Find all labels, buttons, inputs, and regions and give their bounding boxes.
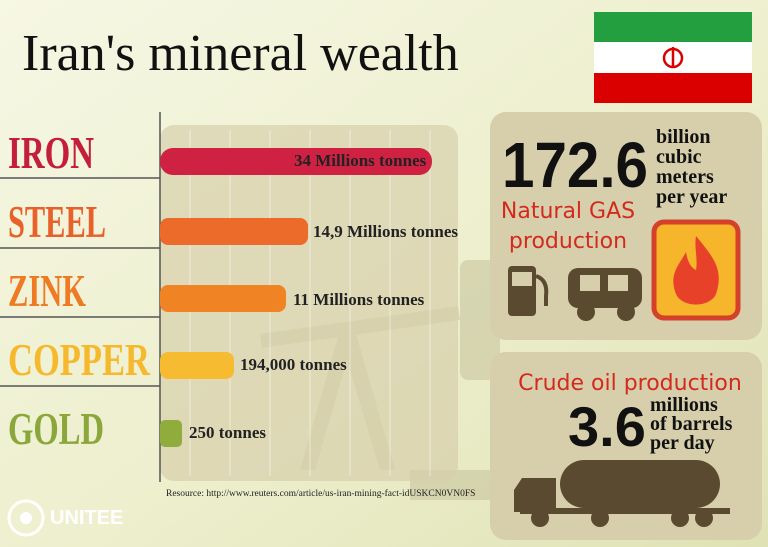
separators xyxy=(0,177,160,387)
gas-unit: meters xyxy=(656,166,714,188)
gas-label: Natural GAS xyxy=(501,199,635,224)
bar xyxy=(160,218,308,245)
fire-icon xyxy=(651,219,741,321)
bar xyxy=(160,420,182,447)
oil-unit: per day xyxy=(650,432,715,454)
gas-label: production xyxy=(509,229,627,254)
mineral-name: STEEL xyxy=(8,196,106,247)
oil-unit: of barrels xyxy=(650,413,733,435)
gas-value: 172.6 xyxy=(502,129,648,201)
amount: 34 Millions tonnes xyxy=(294,151,427,170)
mineral-name: GOLD xyxy=(8,403,104,454)
oil-unit: millions xyxy=(650,394,718,416)
oil-label: Crude oil production xyxy=(518,371,742,396)
bar xyxy=(160,352,234,379)
gas-unit: billion xyxy=(656,126,710,148)
amount: 11 Millions tonnes xyxy=(293,290,425,309)
bar xyxy=(160,148,432,175)
resource: Resource: http://www.reuters.com/article… xyxy=(166,488,475,499)
mineral-name: IRON xyxy=(8,127,94,178)
logo-text: UNITEE xyxy=(50,507,123,529)
title: Iran's mineral wealth xyxy=(22,25,459,82)
gas-unit: cubic xyxy=(656,146,702,168)
mineral-name: COPPER xyxy=(8,334,151,385)
logo: UNITEE xyxy=(7,499,123,537)
bar xyxy=(160,285,286,312)
oil-value: 3.6 xyxy=(568,395,646,458)
flag xyxy=(594,12,752,103)
gas-unit: per year xyxy=(656,186,727,208)
panel-grid xyxy=(189,130,431,476)
amount: 14,9 Millions tonnes xyxy=(313,222,458,241)
mineral-name: ZINK xyxy=(8,265,86,316)
truck-icon xyxy=(514,460,730,527)
amount: 194,000 tonnes xyxy=(240,355,347,374)
panel xyxy=(160,125,458,481)
gas-icons xyxy=(508,266,642,321)
amount: 250 tonnes xyxy=(189,423,266,442)
